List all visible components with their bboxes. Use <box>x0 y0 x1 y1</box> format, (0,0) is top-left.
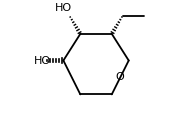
Text: HO: HO <box>55 4 72 13</box>
Text: HO: HO <box>34 56 51 65</box>
Text: O: O <box>116 72 125 82</box>
